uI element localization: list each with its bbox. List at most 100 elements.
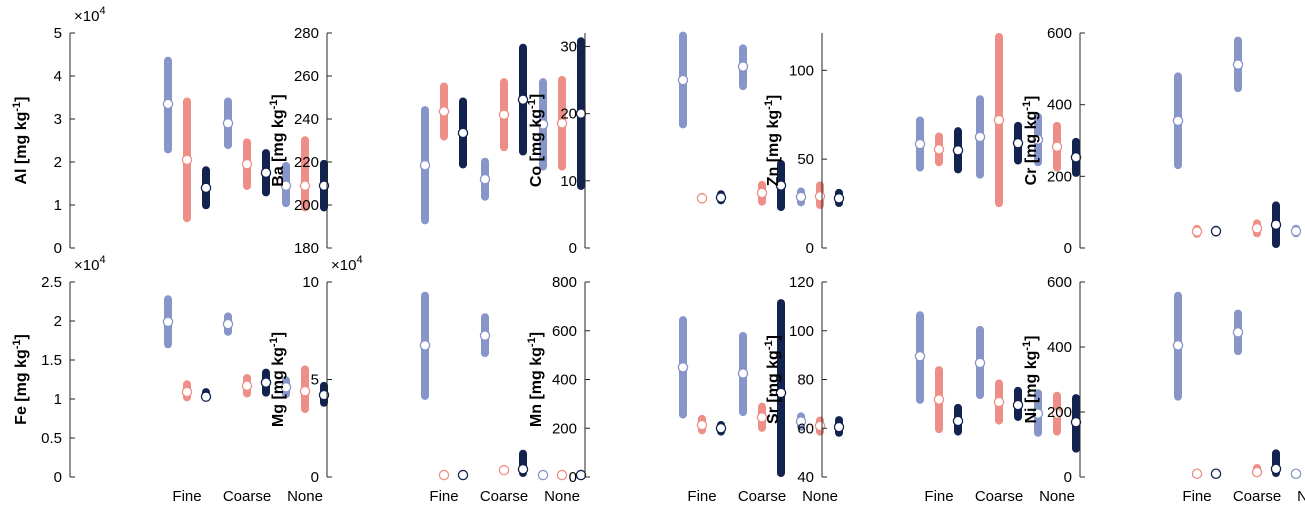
x-category-label-mg: Fine: [429, 488, 458, 505]
mid-point-zn-none-fine: [952, 145, 964, 156]
y-tick-label-zn: 100: [789, 62, 814, 79]
y-tick-label-co: 30: [560, 38, 577, 55]
y-tick-label-ba: 240: [294, 111, 319, 128]
x-category-label-mn: Fine: [687, 488, 716, 505]
mid-point-co-none-fine: [715, 192, 727, 203]
mid-point-ba-fine-fine: [419, 159, 431, 171]
mid-point-al-none-coarse: [260, 167, 272, 178]
y-axis-label-sr: Sr [mg kg-1]: [763, 335, 782, 424]
x-category-label-mg: Coarse: [480, 488, 528, 505]
panel-mg: 0 5 10 ×104 Mg [mg kg-1] Fine Coarse None: [268, 254, 587, 505]
mid-point-mg-fine-none: [537, 469, 549, 481]
y-tick-label-ba: 180: [294, 240, 319, 257]
y-tick-label-al: 3: [54, 111, 62, 128]
mid-point-fe-fine-fine: [162, 316, 174, 328]
y-tick-label-sr: 40: [797, 469, 814, 486]
panel-fe: 0 0.5 1 1.5 2 2.5 ×104 Fe [mg kg-1] Fine Coarse No…: [11, 254, 330, 505]
mid-point-co-coarse-coarse: [756, 187, 768, 199]
y-tick-label-al: 1: [54, 197, 62, 214]
mid-point-fe-none-none: [318, 389, 330, 401]
x-category-label-sr: Coarse: [975, 488, 1023, 505]
mid-point-ba-coarse-fine: [438, 106, 450, 117]
mid-point-cr-coarse-fine: [1191, 226, 1203, 237]
y-tick-label-sr: 100: [789, 323, 814, 340]
mid-point-mg-fine-fine: [419, 340, 431, 351]
mid-point-co-fine-fine: [677, 74, 689, 86]
panel-sr: 40 60 80 100 120 Sr [mg kg-1] Fine Coarse None: [763, 274, 1082, 505]
y-tick-label-fe: 2: [54, 313, 62, 330]
y-tick-label-sr: 80: [797, 372, 814, 389]
y-tick-label-mn: 0: [569, 469, 577, 486]
mid-point-ba-fine-none: [537, 119, 549, 130]
mid-point-ni-coarse-coarse: [1251, 466, 1263, 478]
panel-ni: 0 200 400 600 Ni [mg kg-1] Fine Coarse None: [1021, 274, 1305, 505]
panel-co: 0 10 20 30 Co [mg kg-1]: [526, 31, 845, 257]
panel-mn: 0 200 400 600 800 Mn [mg kg-1] Fine Coarse None: [526, 274, 845, 505]
y-tick-label-co: 20: [560, 106, 577, 123]
mid-point-mg-coarse-fine: [438, 469, 450, 481]
x-category-label-ni: Fine: [1182, 488, 1211, 505]
x-category-label-mn: Coarse: [738, 488, 786, 505]
y-tick-label-sr: 60: [797, 420, 814, 437]
mid-point-mn-fine-fine: [677, 362, 689, 373]
y-tick-label-mn: 800: [552, 274, 577, 291]
mid-point-mg-coarse-coarse: [498, 464, 510, 476]
y-tick-label-al: 5: [54, 25, 62, 42]
mid-point-sr-none-coarse: [1012, 399, 1024, 411]
y-exponent-power: 4: [99, 5, 105, 17]
mid-point-zn-none-coarse: [1012, 137, 1024, 149]
mid-point-mg-fine-coarse: [479, 330, 491, 341]
y-exponent-power: 4: [99, 254, 105, 266]
mid-point-ni-fine-coarse: [1232, 327, 1244, 338]
y-tick-label-cr: 0: [1064, 240, 1072, 257]
y-tick-label-sr: 120: [789, 274, 814, 291]
mid-point-cr-fine-fine: [1172, 115, 1184, 127]
y-tick-label-mn: 200: [552, 420, 577, 437]
y-tick-label-co: 0: [569, 240, 577, 257]
mid-point-mg-none-none: [575, 469, 587, 481]
panel-zn: 0 50 100 Zn [mg kg-1]: [763, 33, 1082, 257]
x-category-label-fe: Fine: [172, 488, 201, 505]
mid-point-cr-none-fine: [1210, 225, 1222, 237]
x-category-label-ni: Coarse: [1233, 488, 1281, 505]
y-axis-label-mn: Mn [mg kg-1]: [526, 332, 545, 427]
y-tick-label-zn: 0: [806, 240, 814, 257]
mid-point-mn-coarse-none: [814, 420, 826, 432]
mid-point-al-coarse-none: [299, 180, 311, 191]
mid-point-fe-none-coarse: [260, 377, 272, 388]
mid-point-fe-none-fine: [200, 391, 212, 402]
y-tick-label-mg: 0: [311, 469, 319, 486]
y-tick-label-zn: 50: [797, 151, 814, 168]
mid-point-ni-none-coarse: [1270, 463, 1282, 475]
mid-point-zn-coarse-none: [1051, 141, 1063, 152]
y-tick-label-ba: 200: [294, 197, 319, 214]
x-category-label-fe: Coarse: [223, 488, 271, 505]
y-tick-label-cr: 200: [1047, 168, 1072, 185]
mid-point-zn-coarse-fine: [933, 144, 945, 155]
y-tick-label-mg: 10: [302, 274, 319, 291]
y-tick-label-cr: 400: [1047, 97, 1072, 114]
y-tick-label-mg: 5: [311, 372, 319, 389]
mid-point-al-fine-fine: [162, 98, 174, 110]
y-tick-label-fe: 0: [54, 469, 62, 486]
y-tick-label-al: 4: [54, 68, 62, 85]
mid-point-co-coarse-none: [814, 191, 826, 202]
mid-point-zn-fine-coarse: [974, 131, 986, 143]
y-tick-label-ni: 400: [1047, 339, 1072, 356]
mid-point-al-fine-coarse: [222, 118, 234, 129]
y-exponent-fe: ×104: [74, 254, 106, 274]
y-exponent-mg: ×104: [331, 254, 363, 274]
y-axis-label-mg: Mg [mg kg-1]: [268, 332, 287, 427]
y-axis-label-fe: Fe [mg kg-1]: [11, 334, 30, 425]
mid-point-sr-fine-fine: [914, 351, 926, 362]
mid-point-mn-coarse-coarse: [756, 412, 768, 423]
y-tick-label-al: 0: [54, 240, 62, 257]
mid-point-cr-fine-none: [1290, 225, 1302, 237]
mid-point-ba-none-coarse: [517, 94, 529, 105]
mid-point-ba-coarse-none: [556, 118, 568, 129]
mid-point-sr-coarse-coarse: [993, 396, 1005, 408]
mid-point-mg-none-fine: [457, 469, 469, 481]
y-tick-label-cr: 600: [1047, 25, 1072, 42]
